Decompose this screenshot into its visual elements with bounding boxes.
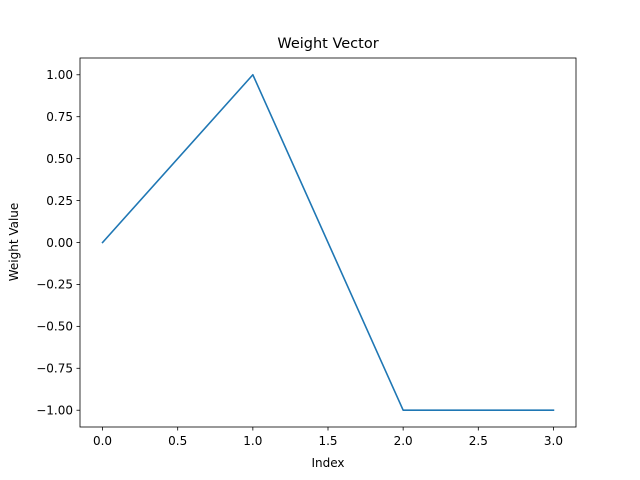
series-line-0 xyxy=(101,73,555,412)
chart-title: Weight Vector xyxy=(277,36,378,52)
x-axis-label: Index xyxy=(311,456,344,470)
series-group xyxy=(101,73,555,412)
y-tick-label: 0.75 xyxy=(46,110,73,124)
x-tick-label: 1.0 xyxy=(243,434,262,448)
x-tick-label: 2.5 xyxy=(469,434,488,448)
y-tick-label: −0.75 xyxy=(36,362,73,376)
y-tick-label: 1.00 xyxy=(46,68,73,82)
x-tick-label: 2.0 xyxy=(394,434,413,448)
x-tick-label: 3.0 xyxy=(544,434,563,448)
y-tick-label: 0.00 xyxy=(46,236,73,250)
x-tick-label: 0.5 xyxy=(168,434,187,448)
y-tick-label: −0.25 xyxy=(36,278,73,292)
y-tick-label: 0.50 xyxy=(46,152,73,166)
y-tick-label: −0.50 xyxy=(36,320,73,334)
y-tick-label: 0.25 xyxy=(46,194,73,208)
x-axis-ticks: 0.0 0.5 1.0 1.5 2.0 2.5 3.0 xyxy=(93,427,563,448)
y-axis-ticks: 1.00 0.75 0.50 0.25 0.00 −0.25 −0.50 −0.75 −1.00 xyxy=(36,68,80,418)
y-axis-label: Weight Value xyxy=(7,203,21,282)
x-tick-label: 0.0 xyxy=(93,434,112,448)
y-tick-label: −1.00 xyxy=(36,404,73,418)
x-tick-label: 1.5 xyxy=(318,434,337,448)
